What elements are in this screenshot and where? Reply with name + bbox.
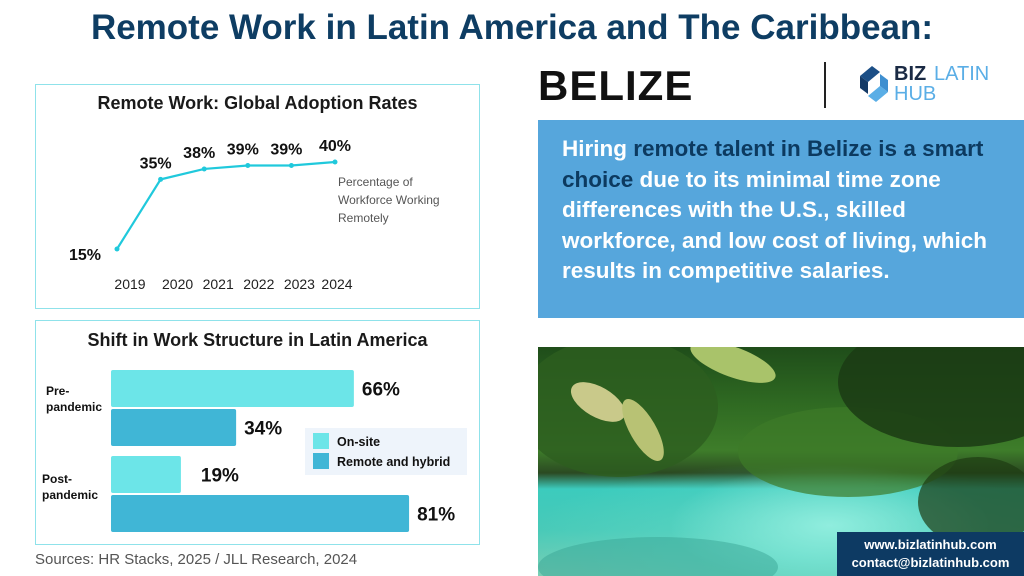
info-text-part3: due to its minimal time zone differences… <box>562 166 988 284</box>
info-text-part1: Hiring <box>562 136 634 161</box>
bar-value-label: 66% <box>361 379 399 400</box>
biz-latin-hub-logo: BIZ LATIN HUB <box>856 60 996 106</box>
website-link[interactable]: www.bizlatinhub.com <box>864 537 997 552</box>
global-adoption-chart-panel: Remote Work: Global Adoption Rates 15% 20… <box>35 84 480 309</box>
x-tick-label: 2022 <box>243 276 274 292</box>
bar-remote <box>110 494 409 532</box>
legend-label: Remote and hybrid <box>337 455 450 469</box>
data-point <box>201 165 207 171</box>
data-point <box>114 246 119 251</box>
logo-biz: BIZ <box>894 63 927 85</box>
bar-remote <box>110 408 236 446</box>
logo-latin: LATIN <box>934 63 990 85</box>
data-point <box>288 162 294 168</box>
bar-value-label: 19% <box>200 465 238 486</box>
category-label: Post- <box>42 472 72 486</box>
legend-box <box>304 427 467 475</box>
line-chart-title: Remote Work: Global Adoption Rates <box>97 93 418 113</box>
legend-label: On-site <box>337 435 380 449</box>
line-annotation: Percentage of <box>338 175 413 189</box>
data-label: 38% <box>183 144 215 161</box>
logo-hub: HUB <box>894 83 937 105</box>
work-structure-chart-panel: Shift in Work Structure in Latin America… <box>35 320 480 545</box>
info-text-box: Hiring remote talent in Belize is a smar… <box>538 120 1024 318</box>
legend-swatch <box>312 432 329 449</box>
data-label: 39% <box>270 141 302 158</box>
bar-chart-title: Shift in Work Structure in Latin America <box>87 330 428 350</box>
line-annotation: Remotely <box>338 211 389 225</box>
data-point <box>244 162 250 168</box>
contact-box: www.bizlatinhub.com contact@bizlatinhub.… <box>837 532 1024 576</box>
category-label: pandemic <box>46 400 102 414</box>
sources-note: Sources: HR Stacks, 2025 / JLL Research,… <box>35 551 358 568</box>
data-point <box>332 159 337 164</box>
bar-onsite <box>110 455 181 493</box>
country-heading: BELIZE <box>538 62 694 109</box>
legend-swatch <box>312 452 329 469</box>
line-annotation: Workforce Working <box>338 193 440 207</box>
divider <box>824 62 826 108</box>
x-tick-label: 2023 <box>283 276 314 292</box>
info-text-highlight: remote talent in Belize is a smart choic… <box>562 136 984 192</box>
email-link[interactable]: contact@bizlatinhub.com <box>851 555 1010 570</box>
page-title: Remote Work in Latin America and The Car… <box>90 8 934 47</box>
data-label: 35% <box>139 155 171 172</box>
data-label: 15% <box>68 247 100 264</box>
x-tick-label: 2019 <box>114 276 145 292</box>
bar-value-label: 34% <box>244 418 282 439</box>
belize-lagoon-photo <box>538 347 1024 576</box>
data-label: 39% <box>226 141 258 158</box>
x-tick-label: 2024 <box>321 276 352 292</box>
category-label: Pre- <box>46 384 69 398</box>
x-tick-label: 2020 <box>162 276 193 292</box>
bar-chart: Pre-pandemic 66% 34% Post-pandemic 19% 81% On-… <box>42 369 467 532</box>
bar-value-label: 81% <box>417 504 455 525</box>
data-label: 40% <box>318 138 350 155</box>
x-tick-label: 2021 <box>202 276 233 292</box>
logo-mark-icon <box>860 66 888 102</box>
adoption-line <box>115 160 335 250</box>
category-label: pandemic <box>42 488 98 502</box>
line-chart: 15% 2019 35% 2020 38% 2021 39% 2022 39% 2023 40% 20… <box>68 138 440 292</box>
info-text: Hiring remote talent in Belize is a smar… <box>562 134 1004 287</box>
bar-onsite <box>110 369 354 407</box>
data-point <box>157 176 163 182</box>
